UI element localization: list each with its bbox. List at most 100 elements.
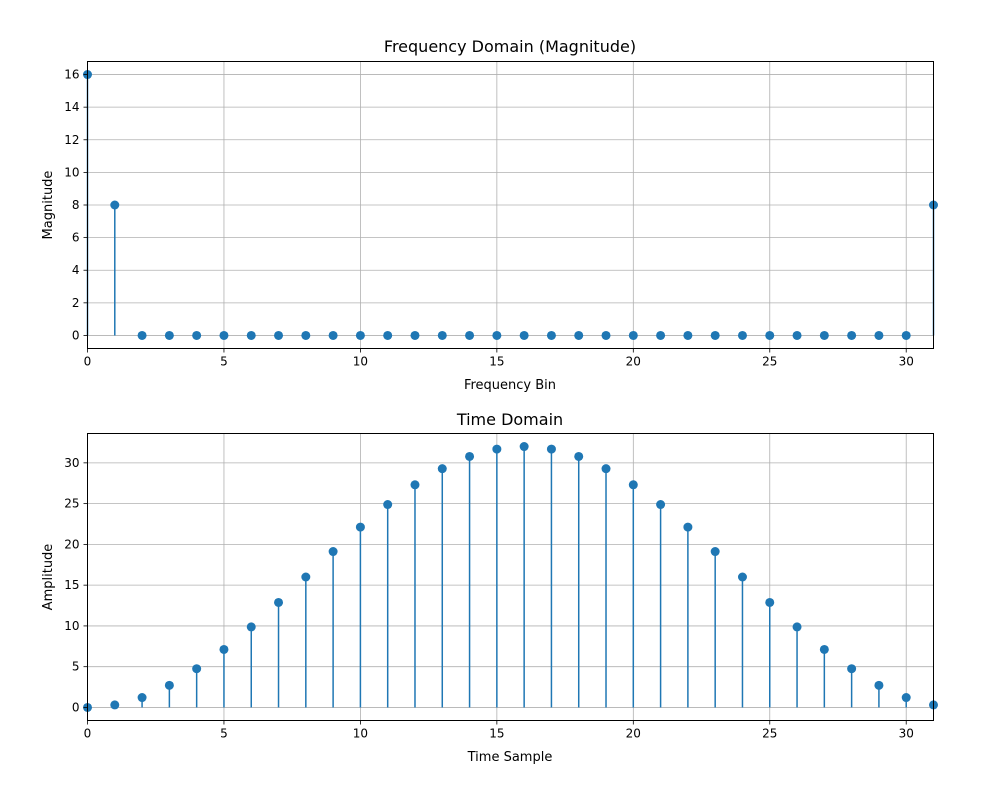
frequency-stem-marker: [847, 330, 857, 340]
frequency-x-tick-label: 20: [626, 355, 641, 369]
frequency-stem-marker: [110, 200, 120, 210]
frequency-y-tick-label: 4: [72, 263, 80, 277]
time-x-tick-label: 10: [353, 727, 368, 741]
time-stem-marker: [546, 444, 556, 454]
frequency-stem-marker: [710, 330, 720, 340]
time-stem-marker: [519, 442, 529, 452]
time-stem-marker: [628, 480, 638, 490]
time-stem-marker: [792, 622, 802, 632]
time-x-tick-label: 25: [762, 727, 777, 741]
time-stem-marker: [219, 644, 229, 654]
time-panel: Time Domain 0 5 10 15 20 25 30 0 5 10 15 20 25 30 Tim…: [41, 410, 938, 765]
frequency-x-tick-label: 30: [899, 355, 914, 369]
frequency-y-tick-label: 2: [72, 296, 80, 310]
time-stem-marker: [355, 522, 365, 532]
time-stem-marker: [246, 622, 256, 632]
frequency-stem-marker: [355, 330, 365, 340]
frequency-x-tick-label: 5: [220, 355, 228, 369]
time-stem-marker: [737, 572, 747, 582]
frequency-x-tick-label: 0: [84, 355, 92, 369]
time-stem-marker: [192, 664, 202, 674]
time-x-tick-label: 5: [220, 727, 228, 741]
time-x-tick-label: 30: [899, 727, 914, 741]
time-stem-marker: [765, 597, 775, 607]
frequency-y-tick-label: 12: [64, 133, 79, 147]
frequency-y-tick-label: 8: [72, 198, 80, 212]
time-y-tick-label: 15: [64, 578, 79, 592]
frequency-stem-marker: [628, 330, 638, 340]
frequency-x-axis-label: Frequency Bin: [464, 378, 556, 393]
frequency-stem-marker: [246, 330, 256, 340]
time-stem-marker: [683, 522, 693, 532]
time-x-tick-label: 0: [84, 727, 92, 741]
time-plot-frame: [87, 433, 934, 721]
time-stem-marker: [465, 451, 475, 461]
time-y-tick-label: 30: [64, 456, 79, 470]
frequency-stem-marker: [765, 330, 775, 340]
time-grid: [87, 433, 934, 721]
frequency-ticks: 0 5 10 15 20 25 30 0 2 4 6 8 10 12 14 16: [64, 68, 914, 369]
time-x-axis-label: Time Sample: [467, 750, 553, 765]
frequency-stem-marker: [137, 330, 147, 340]
time-stem-marker: [383, 500, 393, 510]
time-y-tick-label: 10: [64, 619, 79, 633]
time-y-tick-label: 5: [72, 660, 80, 674]
frequency-stem-marker: [901, 330, 911, 340]
frequency-stem-marker: [492, 330, 502, 340]
time-stem-marker: [328, 547, 338, 557]
time-stems: [83, 442, 938, 712]
time-stem-marker: [110, 700, 120, 710]
frequency-stem-marker: [383, 330, 393, 340]
time-y-axis-label: Amplitude: [41, 544, 56, 611]
frequency-stem-marker: [328, 330, 338, 340]
frequency-stem-marker: [574, 330, 584, 340]
time-stem-marker: [819, 644, 829, 654]
frequency-x-tick-label: 10: [353, 355, 368, 369]
frequency-stem-marker: [546, 330, 556, 340]
frequency-stem-marker: [219, 330, 229, 340]
frequency-stem-marker: [274, 330, 284, 340]
frequency-stem-marker: [819, 330, 829, 340]
time-x-tick-label: 15: [489, 727, 504, 741]
time-stem-marker: [164, 680, 174, 690]
frequency-stem-marker: [656, 330, 666, 340]
time-y-tick-label: 25: [64, 497, 79, 511]
time-ticks: 0 5 10 15 20 25 30 0 5 10 15 20 25 30: [64, 456, 914, 741]
frequency-stem-marker: [164, 330, 174, 340]
frequency-stem-marker: [601, 330, 611, 340]
frequency-y-tick-label: 6: [72, 231, 80, 245]
time-stem-marker: [301, 572, 311, 582]
time-stem-marker: [492, 444, 502, 454]
frequency-y-tick-label: 0: [72, 328, 80, 342]
time-stem-marker: [901, 693, 911, 703]
frequency-stem-marker: [683, 330, 693, 340]
time-stem-marker: [137, 693, 147, 703]
frequency-stem-marker: [437, 330, 447, 340]
frequency-stem-marker: [465, 330, 475, 340]
frequency-x-tick-label: 25: [762, 355, 777, 369]
frequency-stem-marker: [874, 330, 884, 340]
time-stem-marker: [437, 464, 447, 474]
frequency-stem-marker: [301, 330, 311, 340]
frequency-y-tick-label: 16: [64, 68, 79, 82]
frequency-stem-marker: [192, 330, 202, 340]
frequency-stem-marker: [410, 330, 420, 340]
time-stem-marker: [874, 680, 884, 690]
frequency-x-tick-label: 15: [489, 355, 504, 369]
frequency-stem-marker: [792, 330, 802, 340]
frequency-y-axis-label: Magnitude: [41, 171, 56, 240]
frequency-stem-marker: [737, 330, 747, 340]
time-chart-title: Time Domain: [456, 410, 563, 429]
frequency-grid: [87, 61, 934, 349]
frequency-y-tick-label: 10: [64, 165, 79, 179]
time-stem-marker: [274, 597, 284, 607]
frequency-panel: Frequency Domain (Magnitude) 0 5 10 15 20 25 3…: [41, 37, 938, 393]
time-y-tick-label: 0: [72, 700, 80, 714]
time-stem-marker: [574, 451, 584, 461]
frequency-stem-marker: [519, 330, 529, 340]
time-x-tick-label: 20: [626, 727, 641, 741]
frequency-chart-title: Frequency Domain (Magnitude): [384, 37, 636, 56]
time-stem-marker: [410, 480, 420, 490]
time-stem-marker: [601, 464, 611, 474]
